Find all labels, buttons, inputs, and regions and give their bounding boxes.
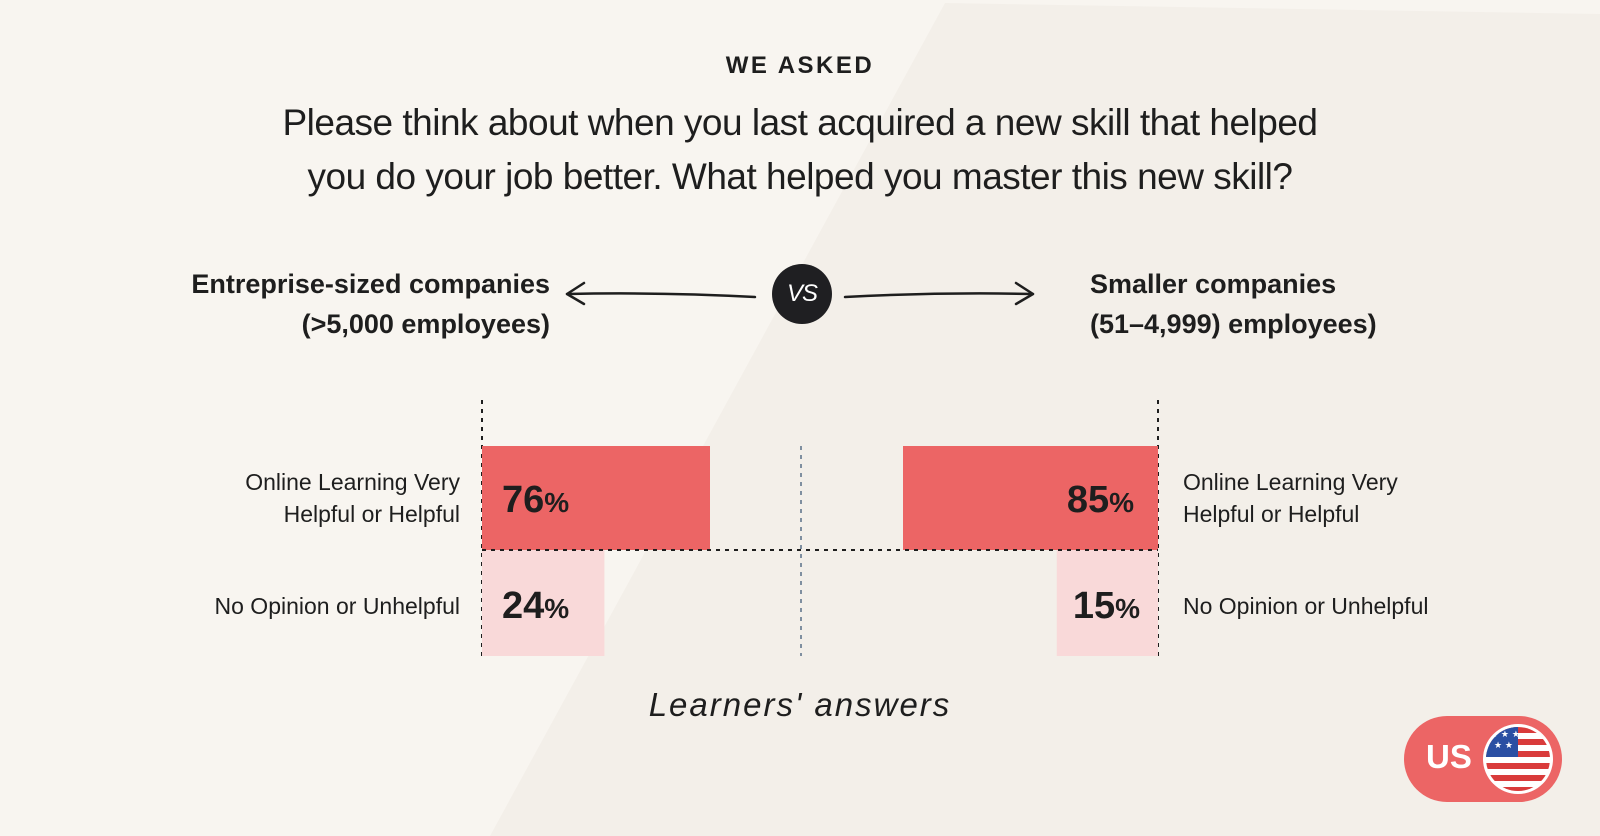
value-unit: % (1109, 487, 1134, 518)
smaller-group-label: Smaller companies (51–4,999) employees) (1090, 264, 1550, 344)
vs-badge: VS (772, 264, 832, 324)
region-label: US (1426, 738, 1472, 775)
bar-smaller-unhelpful (1056, 550, 1158, 656)
row-label-left-helpful: Online Learning Very Helpful or Helpful (140, 466, 460, 530)
left-arrow-icon (565, 292, 757, 299)
enterprise-group-label: Entreprise-sized companies (>5,000 emplo… (110, 264, 550, 344)
survey-question: Please think about when you last acquire… (200, 96, 1400, 204)
region-badge: US ★ ★ ★ ★ ★ (1404, 716, 1562, 802)
bar-enterprise-helpful (482, 446, 710, 550)
smaller-group-line-1: Smaller companies (1090, 269, 1337, 299)
right-arrow-icon (843, 292, 1035, 299)
row-label-line-1: Online Learning Very (1183, 469, 1398, 495)
row-label-line-1: Online Learning Very (245, 469, 460, 495)
eyebrow-label: WE ASKED (725, 52, 875, 79)
value-label-smaller-unhelpful: 15% (1073, 585, 1140, 627)
value-unit: % (544, 487, 569, 518)
us-flag-icon: ★ ★ ★ ★ ★ (1482, 723, 1554, 795)
value-label-smaller-helpful: 85% (1067, 479, 1134, 521)
value-label-enterprise-unhelpful: 24% (502, 585, 569, 627)
value-number: 76 (502, 479, 544, 521)
row-label-left-unhelpful: No Opinion or Unhelpful (214, 593, 460, 619)
question-line-1: Please think about when you last acquire… (282, 102, 1318, 143)
smaller-group-line-2: (51–4,999) employees) (1090, 309, 1377, 339)
enterprise-group-line-2: (>5,000 employees) (301, 309, 550, 339)
enterprise-group-line-1: Entreprise-sized companies (191, 269, 550, 299)
value-unit: % (544, 593, 569, 624)
row-label-right-unhelpful: No Opinion or Unhelpful (1183, 593, 1429, 619)
value-number: 85 (1067, 479, 1109, 521)
row-label-line-2: Helpful or Helpful (283, 501, 460, 527)
value-number: 15 (1073, 585, 1115, 627)
row-label-right-helpful: Online Learning Very Helpful or Helpful (1183, 466, 1503, 530)
bar-enterprise-unhelpful (482, 550, 605, 656)
value-label-enterprise-helpful: 76% (502, 479, 569, 521)
value-number: 24 (502, 585, 544, 627)
chart-caption: Learners' answers (648, 686, 952, 723)
value-unit: % (1115, 593, 1140, 624)
row-label-line-2: Helpful or Helpful (1183, 501, 1360, 527)
question-line-2: you do your job better. What helped you … (307, 156, 1293, 197)
bar-smaller-helpful (903, 446, 1158, 550)
svg-text:★ ★: ★ ★ (1494, 741, 1513, 751)
svg-text:★ ★ ★: ★ ★ ★ (1490, 730, 1520, 740)
